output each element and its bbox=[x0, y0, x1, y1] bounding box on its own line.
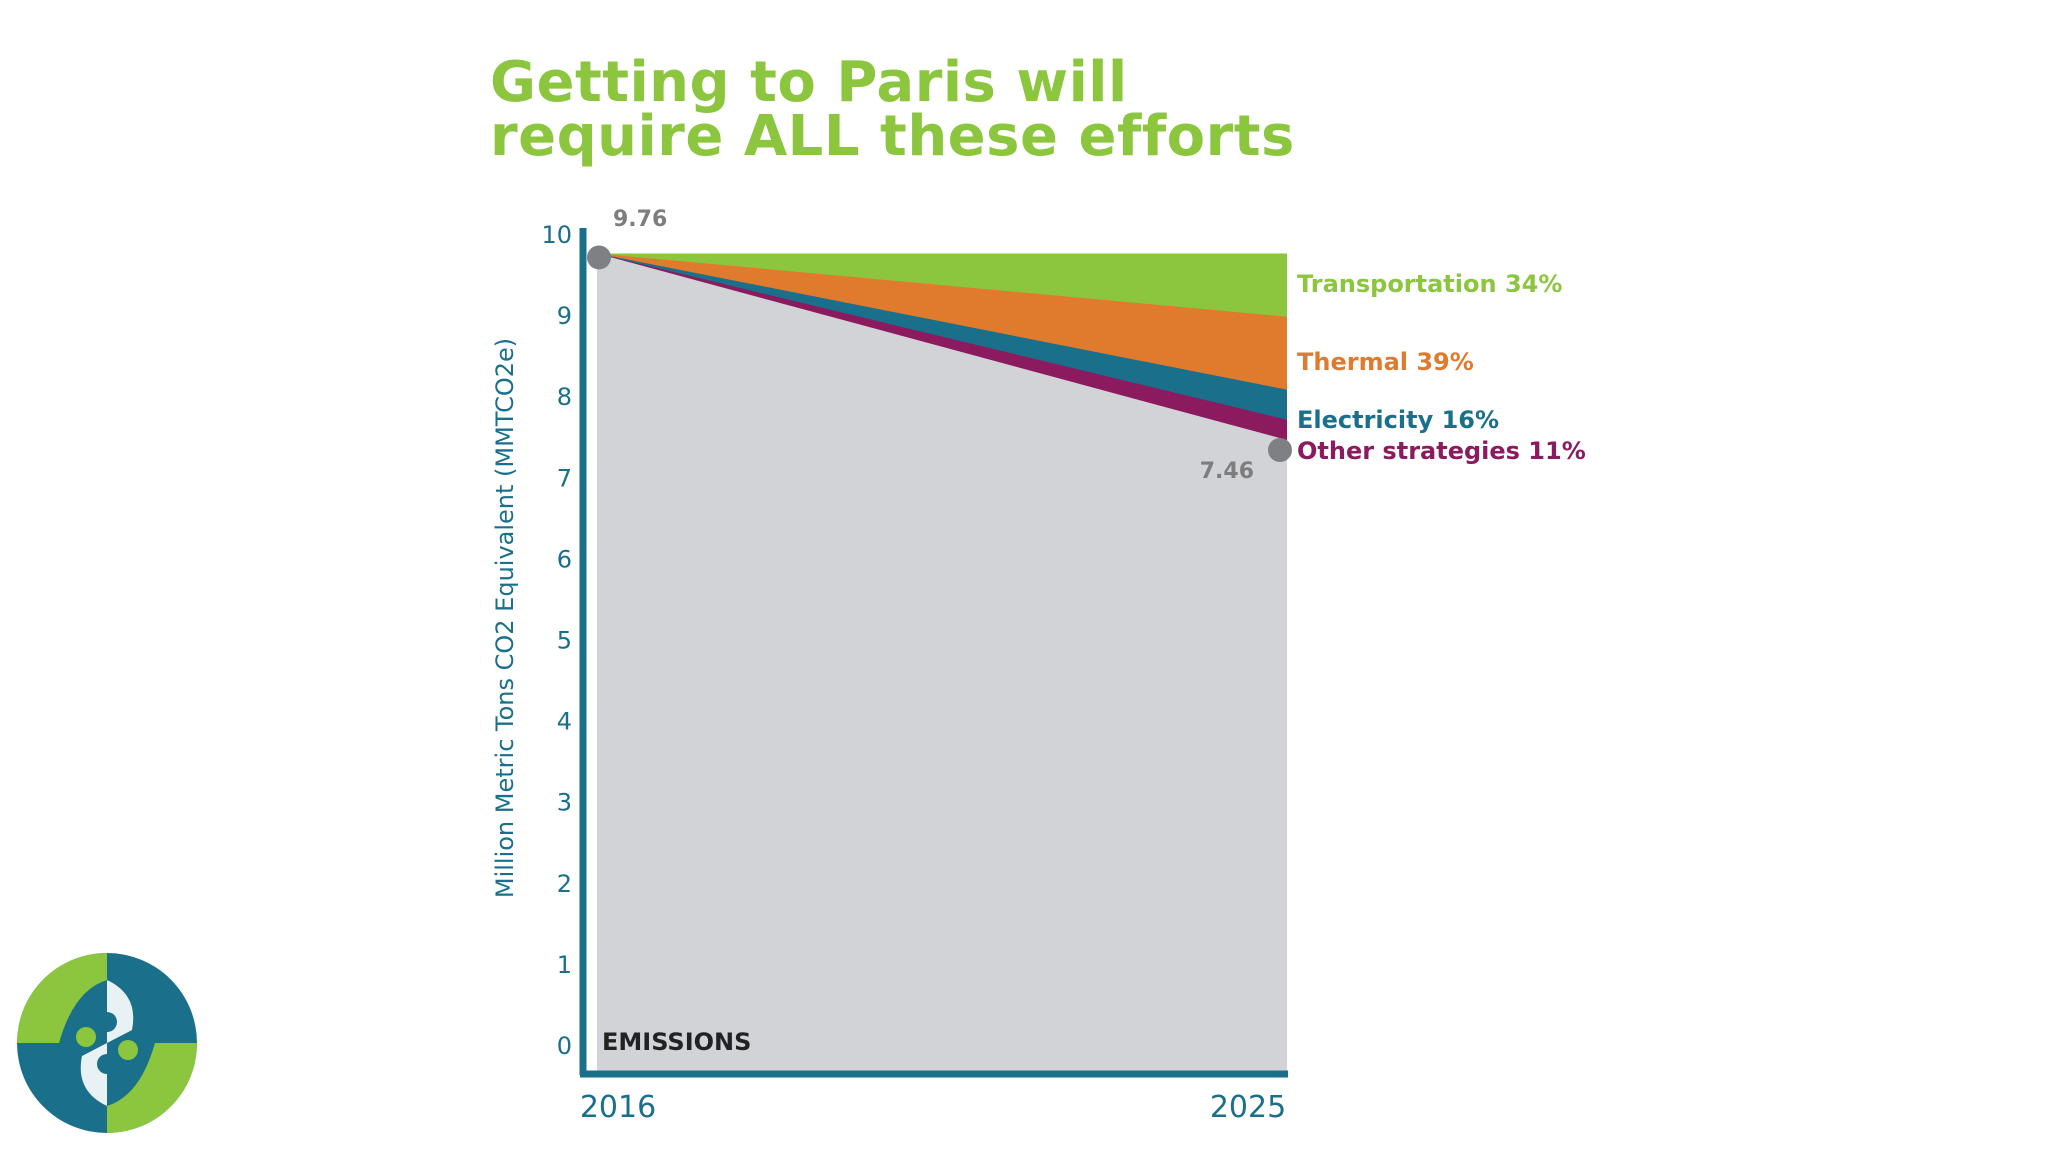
y-tick-label-2: 2 bbox=[557, 870, 572, 898]
y-tick-label-8: 8 bbox=[557, 383, 572, 411]
organization-logo-icon bbox=[17, 953, 197, 1133]
y-tick-label-7: 7 bbox=[557, 464, 572, 492]
area-emissions bbox=[597, 253, 1287, 1073]
series-label-other-strategies: Other strategies 11% bbox=[1297, 437, 1586, 465]
stacked-areas bbox=[597, 253, 1287, 1073]
x-tick-label-2025: 2025 bbox=[1210, 1090, 1286, 1125]
chart-title-line-2: require ALL these efforts bbox=[490, 104, 1295, 169]
y-tick-labels: 0 1 2 3 4 5 6 7 8 9 10 bbox=[541, 221, 572, 1060]
series-label-transportation: Transportation 34% bbox=[1297, 270, 1562, 298]
series-labels: Other strategies 11% Electricity 16% Therm… bbox=[1297, 270, 1586, 465]
y-tick-label-10: 10 bbox=[541, 221, 572, 249]
start-value-marker bbox=[587, 245, 611, 270]
series-label-thermal: Thermal 39% bbox=[1297, 348, 1474, 376]
y-tick-label-4: 4 bbox=[557, 708, 572, 736]
chart-title-line-1: Getting to Paris will bbox=[490, 50, 1128, 115]
series-label-electricity: Electricity 16% bbox=[1297, 406, 1499, 434]
y-tick-label-6: 6 bbox=[557, 545, 572, 573]
chart-title: Getting to Paris will require ALL these … bbox=[490, 50, 1295, 169]
start-value-label: 9.76 bbox=[613, 207, 667, 232]
emissions-label: EMISSIONS bbox=[602, 1028, 751, 1056]
y-tick-label-1: 1 bbox=[557, 951, 572, 979]
x-tick-label-2016: 2016 bbox=[580, 1090, 656, 1125]
y-axis-label: Million Metric Tons CO2 Equivalent (MMTC… bbox=[491, 337, 519, 899]
x-tick-labels: 2016 2025 bbox=[580, 1090, 1286, 1125]
y-tick-label-0: 0 bbox=[557, 1032, 572, 1060]
value-markers: 9.76 7.46 bbox=[587, 207, 1292, 484]
y-tick-label-5: 5 bbox=[557, 627, 572, 655]
y-tick-label-3: 3 bbox=[557, 789, 572, 817]
axes bbox=[579, 228, 1288, 1078]
end-value-marker bbox=[1268, 437, 1292, 462]
y-tick-label-9: 9 bbox=[557, 302, 572, 330]
end-value-label: 7.46 bbox=[1200, 459, 1254, 484]
